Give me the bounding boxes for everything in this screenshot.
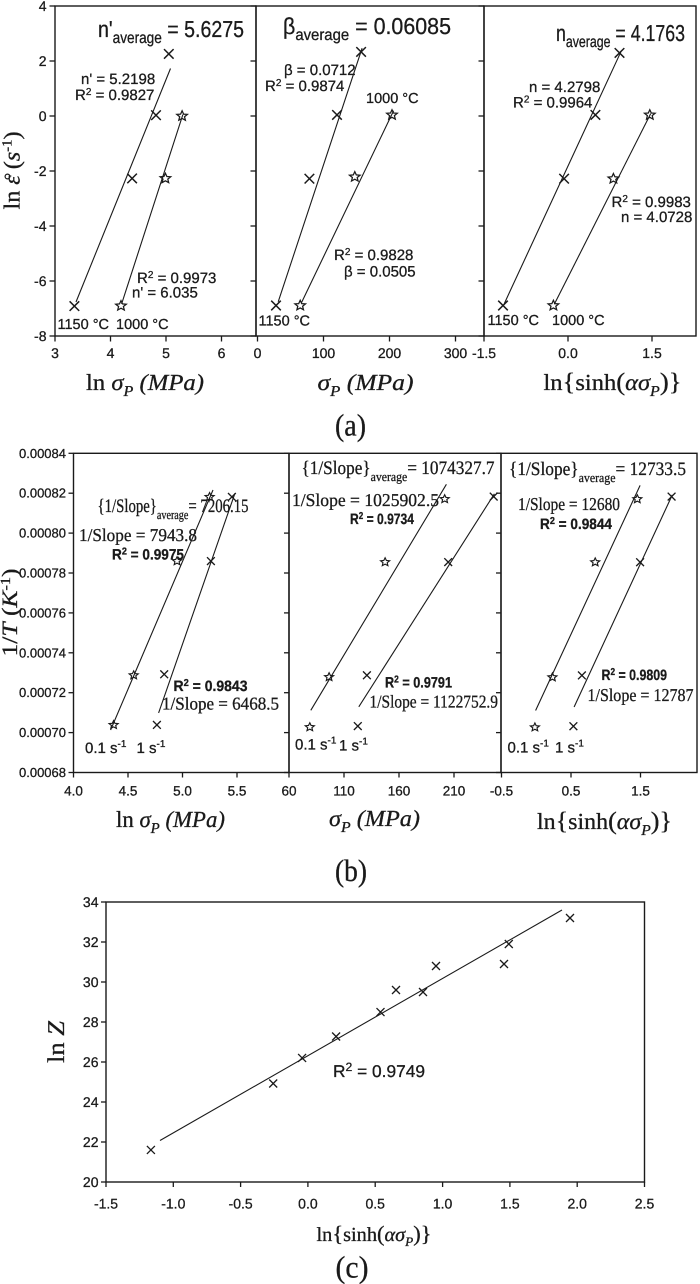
- svg-text:R2 = 0.9843: R2 = 0.9843: [174, 678, 248, 695]
- svg-text:σP (MPa): σP (MPa): [329, 806, 420, 836]
- svg-text:1.5: 1.5: [631, 784, 650, 799]
- svg-text:ln{sinh(ασP)}: ln{sinh(ασP)}: [537, 808, 672, 839]
- svg-text:0.00076: 0.00076: [19, 605, 66, 620]
- svg-text:1000 °C: 1000 °C: [366, 91, 419, 107]
- svg-text:-0.5: -0.5: [490, 784, 513, 799]
- svg-text:(c): (c): [336, 1250, 369, 1284]
- svg-text:0.00078: 0.00078: [19, 566, 66, 581]
- svg-text:110: 110: [333, 784, 355, 799]
- svg-text:100: 100: [312, 345, 336, 361]
- svg-text:n' = 5.2198: n' = 5.2198: [81, 71, 155, 88]
- svg-text:300: 300: [444, 345, 468, 361]
- svg-text:210: 210: [443, 784, 466, 799]
- svg-text:34: 34: [83, 894, 99, 910]
- svg-text:R2 = 0.9809: R2 = 0.9809: [602, 667, 668, 684]
- svg-text:0.00080: 0.00080: [19, 526, 66, 541]
- svg-text:ln Z: ln Z: [44, 1020, 70, 1063]
- svg-text:160: 160: [388, 784, 411, 799]
- svg-text:0.1 s-1: 0.1 s-1: [295, 736, 337, 754]
- svg-text:5.0: 5.0: [173, 784, 192, 799]
- svg-text:24: 24: [83, 1094, 99, 1110]
- svg-text:0.00072: 0.00072: [19, 685, 66, 700]
- svg-text:-8: -8: [34, 328, 47, 344]
- svg-text:1000 °C: 1000 °C: [116, 317, 169, 333]
- svg-text:(a): (a): [335, 408, 366, 443]
- svg-text:32: 32: [83, 934, 99, 950]
- svg-text:1/Slope = 6468.5: 1/Slope = 6468.5: [162, 694, 279, 714]
- svg-text:n = 4.0728: n = 4.0728: [621, 209, 692, 226]
- svg-text:22: 22: [83, 1134, 99, 1150]
- svg-text:3: 3: [51, 345, 59, 361]
- svg-text:-0.5: -0.5: [229, 1196, 253, 1212]
- svg-text:R2 = 0.9874: R2 = 0.9874: [265, 78, 344, 95]
- svg-text:1/Slope = 1122752.9: 1/Slope = 1122752.9: [370, 692, 499, 712]
- svg-text:n = 4.2798: n = 4.2798: [529, 79, 600, 96]
- svg-text:2: 2: [39, 53, 47, 69]
- svg-text:1/Slope = 7943.8: 1/Slope = 7943.8: [79, 525, 197, 545]
- svg-text:0.0: 0.0: [558, 345, 578, 361]
- svg-text:1.5: 1.5: [500, 1196, 520, 1212]
- svg-text:200: 200: [378, 345, 402, 361]
- svg-text:4.0: 4.0: [64, 784, 83, 799]
- svg-text:β = 0.0712: β = 0.0712: [284, 62, 356, 79]
- svg-text:R2 = 0.9973: R2 = 0.9973: [137, 270, 216, 287]
- svg-text:1/Slope = 12680: 1/Slope = 12680: [518, 494, 620, 514]
- svg-text:6: 6: [218, 345, 226, 361]
- svg-text:-4: -4: [34, 218, 47, 234]
- svg-text:1.0: 1.0: [433, 1196, 453, 1212]
- svg-text:2.5: 2.5: [635, 1196, 655, 1212]
- svg-text:R2 = 0.9844: R2 = 0.9844: [540, 516, 613, 533]
- svg-text:-1.5: -1.5: [94, 1196, 118, 1212]
- svg-text:30: 30: [83, 974, 99, 990]
- svg-text:n' = 6.035: n' = 6.035: [132, 285, 198, 302]
- svg-text:β = 0.0505: β = 0.0505: [344, 264, 416, 281]
- svg-text:60: 60: [281, 784, 296, 799]
- svg-text:0: 0: [39, 108, 47, 124]
- svg-text:5.5: 5.5: [228, 784, 247, 799]
- svg-text:1150 °C: 1150 °C: [488, 313, 539, 329]
- svg-text:0.00068: 0.00068: [19, 765, 66, 780]
- svg-text:0.5: 0.5: [365, 1196, 385, 1212]
- svg-text:0.1 s-1: 0.1 s-1: [85, 739, 127, 757]
- svg-text:1150 °C: 1150 °C: [259, 314, 310, 330]
- svg-text:0.1 s-1: 0.1 s-1: [508, 739, 550, 757]
- svg-text:2.0: 2.0: [567, 1196, 587, 1212]
- svg-text:0.0: 0.0: [298, 1196, 318, 1212]
- svg-text:naverage = 4.1763: naverage = 4.1763: [556, 20, 685, 51]
- svg-text:(b): (b): [335, 853, 367, 888]
- svg-text:4.5: 4.5: [119, 784, 138, 799]
- svg-text:26: 26: [83, 1054, 99, 1070]
- svg-text:R2 = 0.9983: R2 = 0.9983: [612, 194, 691, 211]
- svg-text:4: 4: [107, 345, 115, 361]
- svg-text:0.5: 0.5: [562, 784, 581, 799]
- svg-text:4: 4: [39, 0, 47, 14]
- svg-text:σP (MPa): σP (MPa): [318, 370, 414, 400]
- svg-text:0.00070: 0.00070: [19, 725, 66, 740]
- svg-text:20: 20: [83, 1174, 99, 1190]
- svg-text:1000 °C: 1000 °C: [552, 313, 605, 329]
- svg-text:1.5: 1.5: [642, 345, 662, 361]
- svg-text:R2 = 0.9734: R2 = 0.9734: [350, 511, 415, 528]
- svg-text:ln{sinh(ασP)}: ln{sinh(ασP)}: [317, 1221, 432, 1249]
- svg-text:-1.5: -1.5: [472, 345, 496, 361]
- svg-text:-1.0: -1.0: [161, 1196, 185, 1212]
- svg-text:R2 = 0.9828: R2 = 0.9828: [334, 247, 413, 264]
- svg-text:0.00082: 0.00082: [19, 486, 66, 501]
- svg-text:-2: -2: [34, 163, 47, 179]
- svg-text:1/Slope = 1025902.5: 1/Slope = 1025902.5: [292, 490, 439, 510]
- svg-text:R2 = 0.9749: R2 = 0.9749: [333, 1060, 425, 1081]
- svg-text:1/Slope = 12787: 1/Slope = 12787: [588, 685, 694, 705]
- svg-text:R2 = 0.9964: R2 = 0.9964: [513, 95, 592, 112]
- svg-text:R2 = 0.9791: R2 = 0.9791: [385, 675, 452, 692]
- svg-text:0.00074: 0.00074: [19, 645, 66, 660]
- svg-text:R2 = 0.9975: R2 = 0.9975: [112, 547, 184, 564]
- svg-text:R2 = 0.9827: R2 = 0.9827: [75, 87, 154, 104]
- svg-text:0.00084: 0.00084: [19, 446, 66, 461]
- svg-text:28: 28: [83, 1014, 99, 1030]
- svg-text:-6: -6: [34, 273, 47, 289]
- svg-text:1150 °C: 1150 °C: [58, 317, 109, 333]
- svg-text:0: 0: [254, 345, 262, 361]
- svg-text:5: 5: [162, 345, 170, 361]
